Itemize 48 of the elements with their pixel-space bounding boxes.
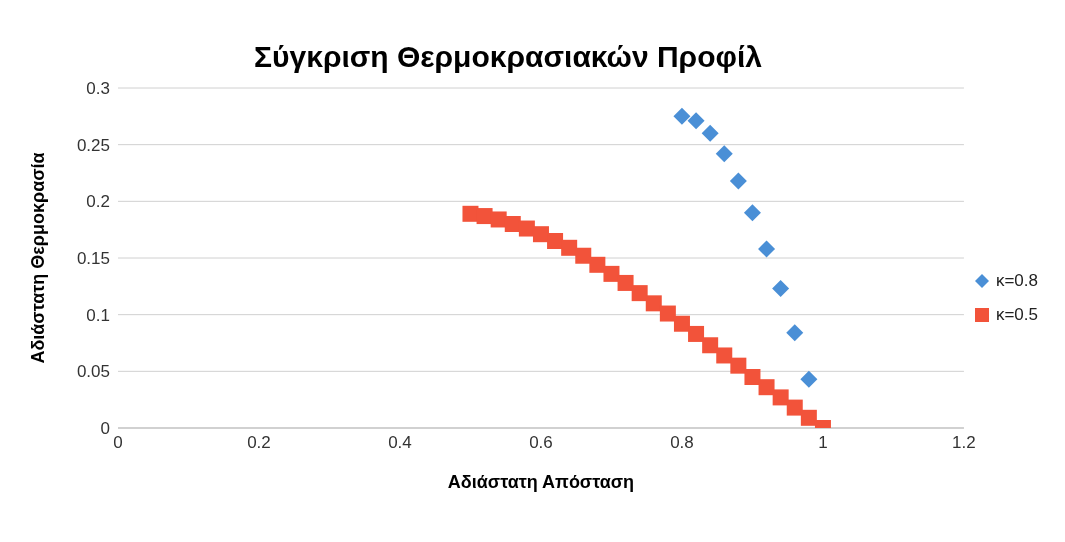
legend-label: κ=0.5 bbox=[995, 305, 1038, 325]
y-tick-label: 0.1 bbox=[86, 305, 110, 325]
point bbox=[786, 399, 803, 416]
point bbox=[715, 145, 733, 163]
point bbox=[575, 247, 592, 264]
point bbox=[758, 240, 776, 258]
point bbox=[729, 172, 747, 190]
point bbox=[800, 409, 817, 426]
point bbox=[673, 107, 691, 125]
point bbox=[687, 112, 705, 130]
y-tick-label: 0.05 bbox=[76, 362, 110, 382]
point bbox=[701, 124, 719, 142]
point bbox=[730, 357, 747, 374]
x-tick-label: 0.2 bbox=[247, 433, 271, 453]
y-tick-label: 0.3 bbox=[86, 79, 110, 99]
point bbox=[772, 389, 789, 406]
point bbox=[772, 280, 790, 298]
point bbox=[631, 285, 648, 302]
point bbox=[743, 204, 761, 222]
chart-title: Σύγκριση Θερμοκρασιακών Προφίλ bbox=[253, 40, 763, 74]
point bbox=[603, 265, 620, 282]
point bbox=[617, 274, 634, 291]
x-tick-label: 0.8 bbox=[670, 433, 694, 453]
x-tick-label: 0.4 bbox=[388, 433, 412, 453]
x-tick-label: 0 bbox=[113, 433, 123, 453]
point bbox=[645, 295, 662, 312]
point bbox=[702, 337, 719, 354]
point bbox=[673, 315, 690, 332]
y-tick-label: 0.25 bbox=[76, 135, 110, 155]
x-axis-title: Αδιάστατη Απόσταση bbox=[447, 472, 635, 492]
point bbox=[786, 324, 804, 342]
point bbox=[716, 347, 733, 364]
y-tick-label: 0 bbox=[100, 419, 110, 439]
point bbox=[744, 369, 761, 385]
y-axis-title: Αδιάστατη Θερμοκρασία bbox=[28, 152, 49, 364]
point bbox=[758, 379, 775, 396]
point bbox=[659, 305, 676, 322]
x-tick-label: 1 bbox=[818, 433, 828, 453]
x-tick-label: 0.6 bbox=[529, 433, 553, 453]
point bbox=[589, 256, 606, 273]
point bbox=[462, 205, 479, 222]
point bbox=[561, 239, 578, 256]
legend-label: κ=0.8 bbox=[995, 271, 1038, 291]
x-tick-label: 1.2 bbox=[952, 433, 976, 453]
y-tick-label: 0.15 bbox=[76, 249, 110, 269]
y-tick-label: 0.2 bbox=[86, 192, 110, 212]
point bbox=[800, 370, 818, 388]
point bbox=[688, 325, 705, 342]
